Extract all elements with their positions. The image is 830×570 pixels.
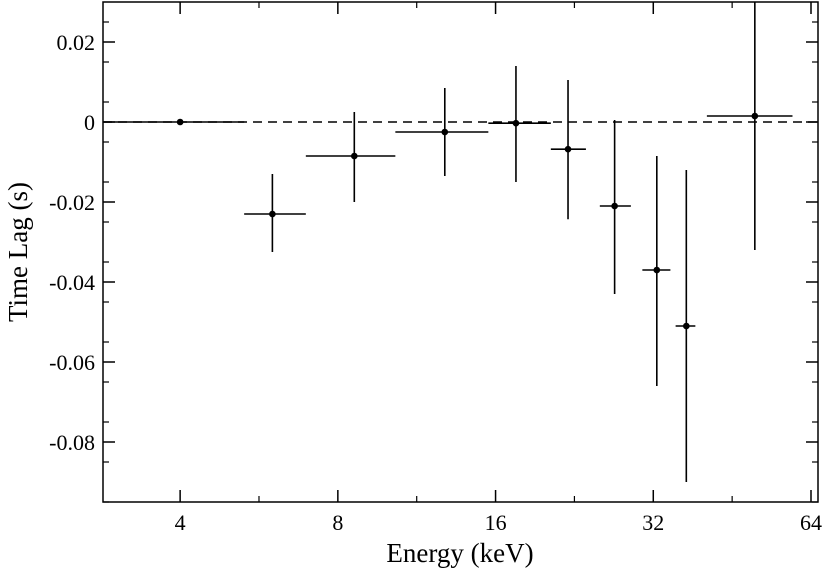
- data-point: [512, 119, 520, 127]
- x-tick-label: 64: [800, 510, 822, 535]
- y-tick-label: -0.02: [49, 190, 95, 215]
- y-tick-label: -0.04: [49, 270, 95, 295]
- data-point: [611, 202, 618, 210]
- data-point: [351, 152, 358, 160]
- y-tick-label: -0.08: [49, 430, 95, 455]
- y-tick-label: -0.06: [49, 350, 95, 375]
- data-point: [683, 322, 690, 330]
- data-point: [564, 145, 572, 153]
- plot-frame: [102, 1, 819, 503]
- y-tick-label: 0.02: [57, 30, 96, 55]
- y-axis-label: Time Lag (s): [3, 182, 33, 322]
- x-tick-label: 8: [332, 510, 343, 535]
- data-point: [653, 266, 661, 274]
- data-marks: [103, 2, 818, 482]
- y-tick-label: 0: [84, 110, 95, 135]
- x-tick-label: 32: [642, 510, 664, 535]
- x-tick-label: 4: [175, 510, 186, 535]
- x-axis-ticks: 4 8 16 32 64: [175, 2, 822, 535]
- x-axis-label: Energy (keV): [386, 538, 533, 568]
- data-point: [176, 118, 184, 126]
- x-tick-label: 16: [485, 510, 507, 535]
- y-axis-ticks: 0.02 0 -0.02 -0.04 -0.06 -0.08: [49, 21, 818, 503]
- data-point: [441, 128, 449, 136]
- data-point: [751, 112, 759, 120]
- data-point: [269, 210, 276, 218]
